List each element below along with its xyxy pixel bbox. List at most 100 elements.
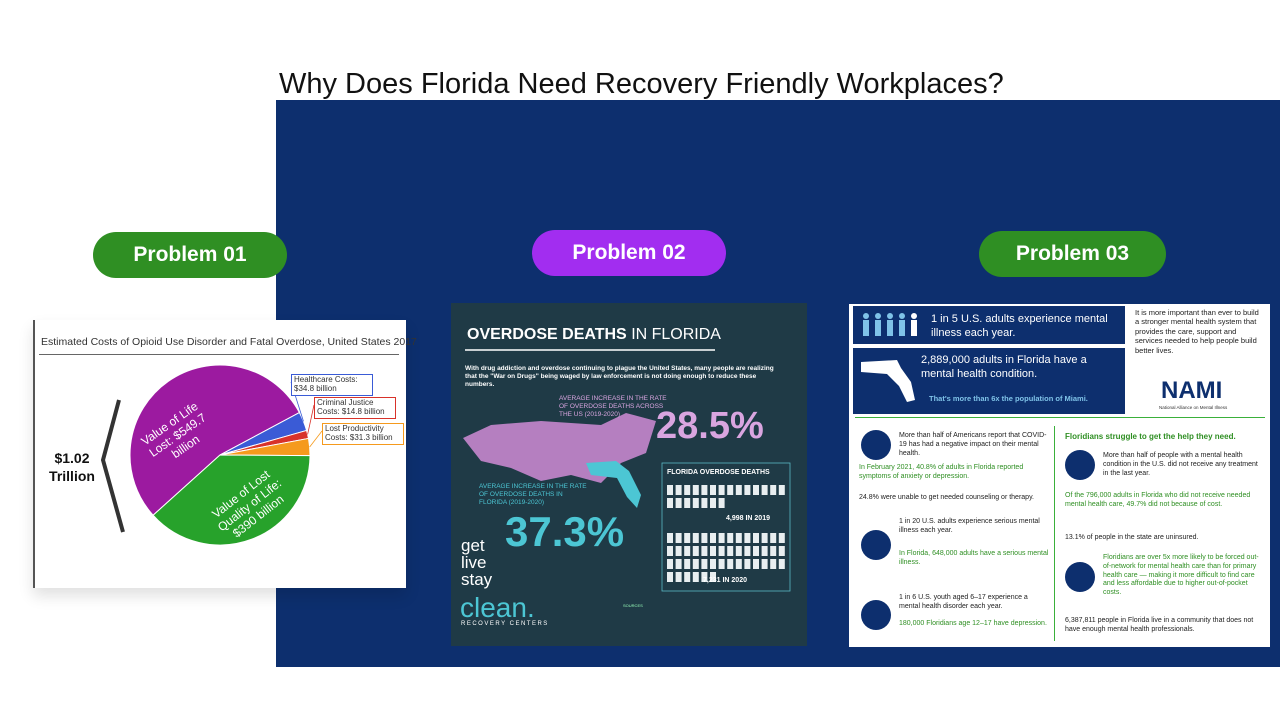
person-icon (778, 559, 785, 569)
us-value: 28.5% (656, 405, 764, 447)
deaths-2020: 7,231 IN 2020 (703, 577, 747, 584)
person-icon (692, 498, 699, 508)
florida-icon (861, 360, 915, 402)
slice-value: $14.8 billion (341, 406, 385, 416)
intro: With drug addiction and overdose continu… (465, 365, 774, 389)
heading-main: OVERDOSE DEATHS (467, 326, 627, 343)
person-icon (753, 485, 759, 495)
person-icon (701, 498, 708, 508)
stat2-note: That's more than 6x the population of Mi… (929, 394, 1088, 403)
person-icon (753, 559, 759, 569)
nami-right-text: More than half of people with a mental h… (1103, 452, 1258, 477)
person-icon (684, 485, 691, 495)
person-icon (761, 559, 768, 569)
nami-icon (861, 430, 891, 460)
person-icon (761, 533, 768, 543)
slice-value: $34.8 billion (294, 383, 337, 393)
problem-pill: Problem 03 (979, 231, 1166, 277)
person-icon (710, 572, 716, 582)
heading-suffix: IN FLORIDA (631, 326, 721, 343)
nami-icon (861, 530, 891, 560)
person-icon (770, 485, 777, 495)
person-icon (675, 533, 682, 543)
person-icon (744, 559, 751, 569)
nami-icon (861, 600, 891, 630)
person-icon (727, 533, 734, 543)
person-icon (710, 498, 716, 508)
person-icon (727, 546, 734, 556)
person-icon (770, 546, 777, 556)
person-icon (667, 498, 673, 508)
person-icon (701, 485, 708, 495)
brace (100, 399, 125, 533)
slice-category: Criminal Justice Costs: (317, 398, 374, 416)
person-icon (667, 485, 673, 495)
deaths-box (661, 462, 791, 592)
total-label: $1.02 Trillion (49, 450, 95, 484)
nami-right-text: 6,387,811 people in Florida live in a co… (1065, 617, 1254, 633)
person-icon (692, 559, 699, 569)
nami-left-text: In Florida, 648,000 adults have a seriou… (899, 550, 1049, 566)
person-icon (684, 533, 691, 543)
chart-title: Estimated Costs of Opioid Use Disorder a… (41, 336, 417, 348)
slice-label-box: Criminal Justice Costs: $14.8 billion (314, 397, 396, 419)
fl-caption: AVERAGE INCREASE IN THE RATE OF OVERDOSE… (479, 483, 587, 507)
person-icon (718, 546, 725, 556)
person-icon (684, 572, 691, 582)
nami-left-text: In February 2021, 40.8% of adults in Flo… (859, 464, 1024, 480)
nami-icon (1065, 562, 1095, 592)
person-icon (692, 485, 699, 495)
nami-left-text: 1 in 6 U.S. youth aged 6–17 experience a… (899, 594, 1028, 610)
page-title: Why Does Florida Need Recovery Friendly … (279, 68, 1004, 100)
slogan: get live stay (461, 536, 493, 589)
person-icon (675, 546, 682, 556)
nami-right-text: Of the 796,000 adults in Florida who did… (1065, 492, 1251, 508)
pie-panel: Estimated Costs of Opioid Use Disorder a… (33, 320, 417, 588)
person-icon (667, 572, 673, 582)
us-caption: AVERAGE INCREASE IN THE RATE OF OVERDOSE… (559, 395, 667, 419)
brand-sub: RECOVERY CENTERS (461, 621, 549, 627)
nami-left-text: 180,000 Floridians age 12–17 have depres… (899, 620, 1047, 627)
nami-right-text: Floridians are over 5x more likely to be… (1103, 554, 1259, 596)
person-icon (684, 498, 691, 508)
leader-line (307, 404, 315, 435)
person-icon (718, 498, 725, 508)
person-icon (718, 559, 725, 569)
person-icon (744, 546, 751, 556)
slice-value: $31.3 billion (349, 432, 393, 442)
slice-category: Lost Productivity Costs: (325, 424, 384, 442)
person-icon (744, 533, 751, 543)
pie-slice (129, 364, 301, 516)
person-icon (770, 559, 777, 569)
stat2: 2,889,000 adults in Florida have a menta… (921, 354, 1087, 380)
person-icon (667, 546, 673, 556)
title-rule (39, 354, 399, 355)
pie-slice (152, 454, 311, 546)
person-icon (684, 546, 691, 556)
person-icon (701, 559, 708, 569)
person-icon (667, 533, 673, 543)
person-icon (778, 533, 785, 543)
florida-map (586, 461, 641, 508)
person-icon (675, 498, 682, 508)
slice-label-box: Lost Productivity Costs: $31.3 billion (322, 423, 404, 445)
person-icon (778, 546, 785, 556)
pie-chart (100, 364, 323, 546)
box-title: FLORIDA OVERDOSE DEATHS (667, 469, 770, 476)
person-icon (701, 533, 708, 543)
nami-left-text: More than half of Americans report that … (899, 432, 1047, 457)
person-icon (761, 485, 768, 495)
slice-category: Healthcare Costs: (294, 375, 358, 384)
person-icon (692, 572, 699, 582)
person-icon (727, 559, 734, 569)
person-icon (727, 485, 734, 495)
right-title: Floridians struggle to get the help they… (1065, 432, 1236, 441)
person-icon (667, 559, 673, 569)
people-icons (863, 313, 917, 336)
person-icon (692, 533, 699, 543)
brand: clean. (460, 592, 535, 623)
person-icon (735, 533, 742, 543)
person-icon (753, 546, 759, 556)
person-icon (710, 533, 716, 543)
